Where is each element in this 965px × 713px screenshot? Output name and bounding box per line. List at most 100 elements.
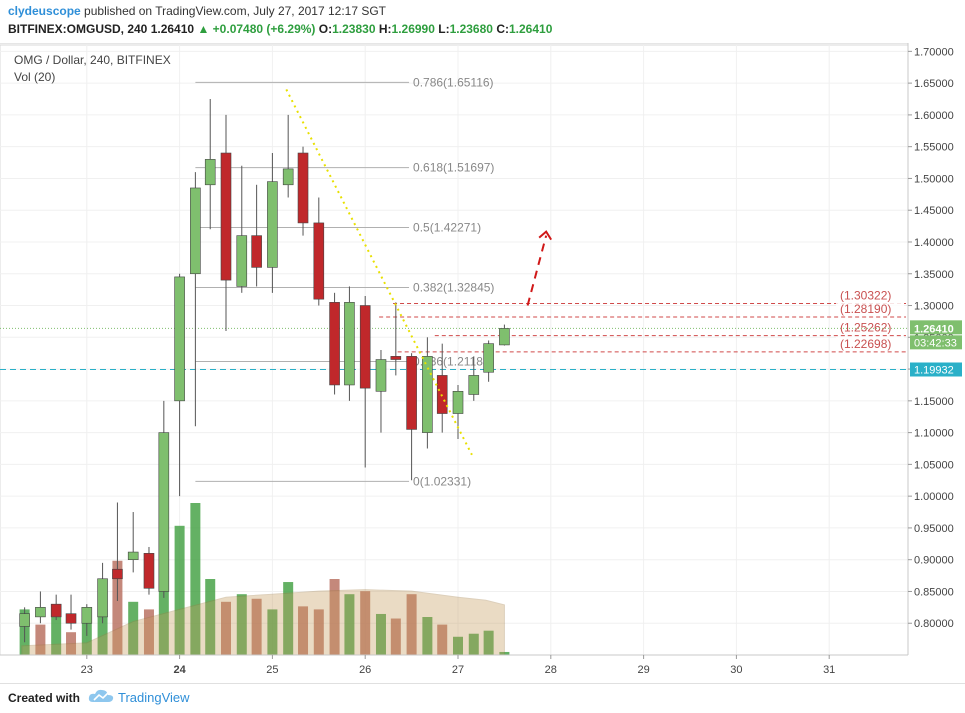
volume-bar: [251, 598, 262, 655]
time-tick-label: 27: [452, 664, 464, 676]
volume-bar: [205, 579, 216, 655]
volume-bar: [66, 632, 77, 655]
volume-bar: [190, 503, 201, 655]
volume-bar: [143, 609, 154, 655]
low-value: 1.23680: [449, 22, 493, 36]
author-link[interactable]: clydeuscope: [8, 4, 81, 18]
volume-bar: [221, 601, 231, 655]
price-tick-label: 1.40000: [914, 237, 954, 249]
candle: [112, 502, 123, 601]
price-tick-label: 0.80000: [914, 618, 954, 630]
price-tick-label: 1.45000: [914, 205, 954, 217]
tradingview-cloud-icon: [88, 688, 114, 709]
tradingview-link[interactable]: TradingView: [118, 690, 190, 705]
candle-body: [297, 152, 309, 224]
resistance-label: (1.25262): [840, 321, 891, 335]
price-tick-label: 0.85000: [914, 586, 954, 598]
resistance-label: (1.30322): [840, 288, 891, 302]
chart-title: OMG / Dollar, 240, BITFINEX: [14, 53, 171, 67]
resistance-label: (1.22698): [840, 337, 891, 351]
volume-bar: [81, 621, 92, 655]
candle-body: [190, 187, 201, 275]
volume-ma-area: [21, 589, 505, 656]
chart-area[interactable]: 0.786(1.65116) 0.618(1.51697) 0.5(1.42271)…: [0, 43, 965, 683]
volume-bar: [267, 609, 278, 655]
price-tick-label: 1.05000: [914, 459, 954, 471]
volume-bar: [128, 601, 139, 655]
volume-bar: [158, 575, 169, 655]
time-axis-background: [0, 655, 908, 683]
fib-label: 0(1.02331): [413, 474, 471, 488]
candle-body: [97, 578, 108, 618]
price-tick-label: 1.30000: [914, 301, 954, 313]
price-tick-label: 1.00000: [914, 491, 954, 503]
change-text: +0.07480 (+6.29%): [212, 22, 316, 36]
candle: [204, 99, 216, 230]
time-tick-label: 23: [81, 664, 93, 676]
volume-bar: [112, 560, 123, 655]
candle: [313, 197, 325, 306]
candle: [452, 384, 464, 439]
candle: [297, 146, 309, 236]
volume-bar: [375, 613, 386, 655]
candle: [375, 350, 387, 433]
candle-body: [329, 302, 340, 386]
time-tick-label: 28: [545, 664, 557, 676]
candle-body: [236, 235, 248, 287]
volume-bar: [406, 594, 417, 655]
candle: [499, 324, 510, 346]
candle: [390, 302, 402, 376]
candle-body: [359, 305, 371, 389]
resistance-label-bg: [836, 336, 904, 351]
candle-body: [19, 613, 30, 627]
volume-bar: [344, 594, 355, 655]
time-axis: 23 24 25 26 27 28 29 30 31: [0, 654, 908, 683]
high-value: 1.26990: [391, 22, 435, 36]
candle-body: [406, 356, 417, 430]
candle-body: [127, 551, 139, 560]
fib-label: 0.786(1.65116): [413, 75, 494, 89]
volume-bar: [453, 636, 463, 655]
candle: [220, 114, 232, 331]
volume-bar: [236, 594, 247, 655]
volume-bar: [468, 633, 479, 655]
fib-label: 0.618(1.51697): [413, 161, 494, 175]
countdown-label: 03:42:33: [914, 337, 957, 349]
volume-bar: [174, 525, 185, 655]
candle-body: [220, 152, 232, 281]
volume-bar: [329, 579, 340, 655]
volume-bar: [422, 617, 433, 655]
created-with-text: Created with: [8, 691, 81, 705]
candle: [483, 340, 494, 382]
candle: [158, 400, 170, 598]
resistance-label-bg: [836, 320, 904, 335]
candle: [174, 273, 185, 497]
time-tick-label: 31: [823, 664, 835, 676]
volume-bar: [97, 609, 108, 655]
candle: [81, 604, 93, 636]
publish-line: clydeuscope published on TradingView.com…: [8, 4, 386, 18]
candle-body: [204, 159, 216, 186]
candle-body: [65, 613, 77, 624]
candle-body: [422, 356, 433, 433]
candle: [344, 286, 355, 401]
horizontal-line-label-bg: [910, 362, 962, 377]
volume-indicator-label: Vol (20): [14, 70, 55, 84]
price-axis: 1.70000 1.65000 1.60000 1.55000 1.50000 1.450…: [907, 43, 965, 683]
trend-line: [285, 89, 473, 456]
candle-body: [81, 607, 93, 624]
price-chart[interactable]: 0.786(1.65116) 0.618(1.51697) 0.5(1.42271)…: [0, 43, 965, 683]
volume-bar: [35, 624, 46, 655]
close-value: 1.26410: [508, 22, 553, 36]
open-value: 1.23830: [332, 22, 376, 36]
candle-body: [282, 168, 294, 186]
candle-body: [375, 359, 387, 392]
fib-label: 0.382(1.32845): [413, 280, 494, 294]
candle: [127, 512, 139, 573]
candle: [468, 356, 480, 401]
resistance-label-bg: [836, 288, 904, 303]
time-tick-label: 30: [730, 664, 742, 676]
candle-body: [452, 391, 464, 414]
candle: [422, 337, 433, 449]
candle: [143, 546, 155, 595]
